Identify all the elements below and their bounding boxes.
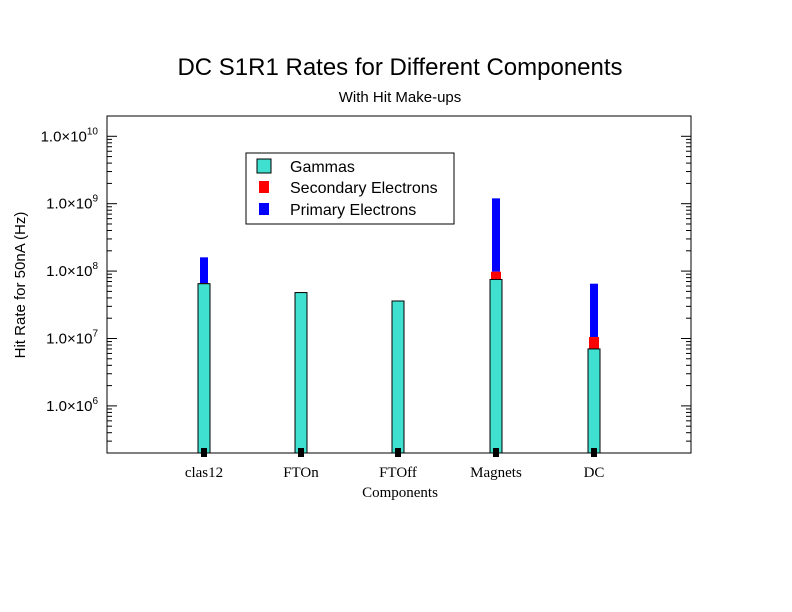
y-tick-label: 1.0×107 — [46, 328, 98, 347]
y-tick-label: 1.0×1010 — [41, 126, 99, 145]
bar-base-marker-FTOff — [395, 448, 401, 457]
bar-base-marker-clas12 — [201, 448, 207, 457]
bar-gammas-Magnets — [489, 279, 503, 454]
legend-label-secondary-electrons: Secondary Electrons — [290, 180, 438, 197]
bar-gammas-FTOff — [391, 300, 405, 454]
bar-gammas-FTOn — [294, 292, 308, 454]
bar-base-marker-FTOn — [298, 448, 304, 457]
bar-primary-electrons-clas12 — [200, 257, 208, 284]
x-tick-label: clas12 — [185, 465, 223, 481]
bars — [197, 198, 601, 457]
bar-gammas-DC — [587, 348, 601, 454]
y-axis: 1.0×106 1.0×107 1.0×108 1.0×109 1.0×1010 — [41, 115, 691, 454]
bar-gammas-clas12 — [197, 283, 211, 454]
y-axis-title: Hit Rate for 50nA (Hz) — [12, 212, 29, 359]
legend-swatch-gammas — [256, 158, 272, 174]
x-axis: clas12 FTOn FTOff Magnets DC — [185, 465, 605, 481]
chart-title: DC S1R1 Rates for Different Components — [177, 54, 622, 81]
legend-box — [245, 152, 455, 225]
legend-swatch-secondary-electrons — [259, 181, 269, 193]
chart-subtitle: With Hit Make-ups — [339, 89, 462, 106]
legend-swatch-primary-electrons — [259, 203, 269, 215]
x-tick-label: FTOff — [379, 465, 417, 481]
bar-secondary-electrons-DC — [589, 337, 599, 349]
bar-primary-electrons-Magnets — [492, 198, 500, 272]
x-tick-label: DC — [584, 465, 605, 481]
bar-secondary-electrons-Magnets — [491, 271, 501, 280]
legend-label-gammas: Gammas — [290, 159, 355, 176]
x-tick-label: FTOn — [283, 465, 319, 481]
bar-base-marker-DC — [591, 448, 597, 457]
bar-base-marker-Magnets — [493, 448, 499, 457]
y-tick-label: 1.0×109 — [46, 194, 98, 213]
x-axis-title: Components — [362, 485, 438, 501]
x-tick-label: Magnets — [470, 465, 522, 481]
bar-primary-electrons-DC — [590, 283, 598, 338]
y-tick-label: 1.0×108 — [46, 261, 98, 280]
legend: Gammas Secondary Electrons Primary Elect… — [245, 152, 455, 225]
y-tick-label: 1.0×106 — [46, 396, 98, 415]
legend-label-primary-electrons: Primary Electrons — [290, 202, 416, 219]
